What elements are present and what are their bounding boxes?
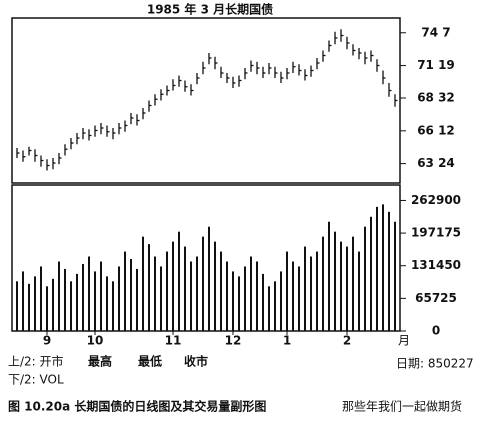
x-tick-label: 1	[283, 334, 291, 348]
volume-bar	[394, 221, 396, 331]
volume-bar	[208, 226, 210, 331]
chart-title: 1985 年 3 月长期国债	[147, 2, 273, 17]
volume-bar	[214, 241, 216, 331]
date-label: 日期: 850227	[396, 357, 474, 371]
caption: 图 10.20a 长期国债的日线图及其交易量副形图	[8, 399, 266, 414]
volume-bar	[334, 231, 336, 331]
volume-bar	[322, 236, 324, 331]
volume-bar	[346, 246, 348, 331]
volume-frame	[11, 184, 401, 332]
y-tick-label: 131450	[411, 258, 461, 272]
x-tick-label: 11	[165, 334, 182, 348]
volume-bar	[286, 251, 288, 331]
volume-bar	[250, 256, 252, 331]
volume-bar	[58, 261, 60, 331]
volume-bar	[112, 281, 114, 331]
legend-top: 上/2: 开市	[8, 354, 64, 369]
volume-bar	[232, 271, 234, 331]
volume-bar	[64, 268, 66, 331]
legend-low: 最低	[138, 354, 162, 369]
volume-bar	[256, 261, 258, 331]
volume-bar	[184, 246, 186, 331]
volume-bar	[142, 236, 144, 331]
x-tick-label: 2	[343, 334, 351, 348]
y-tick-label: 65725	[415, 291, 457, 305]
volume-bar	[130, 258, 132, 331]
volume-bar	[382, 204, 384, 331]
volume-bar	[268, 286, 270, 331]
x-unit: 月	[398, 334, 410, 348]
volume-bar	[172, 241, 174, 331]
volume-bar	[226, 261, 228, 331]
volume-bar	[178, 231, 180, 331]
volume-bar	[160, 266, 162, 331]
volume-bar	[82, 263, 84, 331]
volume-bar	[364, 226, 366, 331]
volume-bar	[274, 281, 276, 331]
volume-bar	[166, 251, 168, 331]
volume-bar	[244, 266, 246, 331]
y-tick-label: 197175	[411, 226, 461, 240]
volume-bar	[88, 256, 90, 331]
volume-bar	[76, 273, 78, 331]
volume-bar	[388, 211, 390, 331]
x-tick-label: 9	[43, 334, 51, 348]
price-frame	[11, 17, 401, 184]
y-tick-label: 66 12	[417, 123, 455, 137]
legend-close: 收市	[184, 354, 208, 369]
legend-bottom: 下/2: VOL	[8, 373, 64, 387]
volume-bar	[298, 266, 300, 331]
y-tick-label: 0	[432, 324, 440, 338]
volume-bar	[136, 268, 138, 331]
volume-bar	[94, 271, 96, 331]
volume-bar	[46, 286, 48, 331]
volume-bar	[328, 221, 330, 331]
volume-bar	[196, 256, 198, 331]
volume-bar	[118, 266, 120, 331]
y-tick-label: 74 7	[421, 25, 450, 39]
volume-bar	[202, 236, 204, 331]
y-tick-label: 63 24	[417, 156, 455, 170]
volume-bar	[262, 273, 264, 331]
volume-bar	[340, 241, 342, 331]
legend-high: 最高	[88, 354, 112, 369]
watermark: 那些年我们一起做期货	[342, 399, 462, 414]
volume-bar	[376, 206, 378, 331]
volume-bar	[190, 261, 192, 331]
volume-bar	[124, 251, 126, 331]
volume-bar	[100, 261, 102, 331]
volume-bar	[22, 271, 24, 331]
volume-bar	[70, 281, 72, 331]
volume-bar	[316, 251, 318, 331]
x-tick-label: 12	[225, 334, 242, 348]
volume-bar	[52, 278, 54, 331]
y-tick-label: 68 32	[417, 91, 455, 105]
y-tick-label: 71 19	[417, 58, 455, 72]
volume-bar	[34, 276, 36, 331]
x-tick-label: 10	[87, 334, 104, 348]
volume-bar	[352, 236, 354, 331]
volume-bar	[292, 261, 294, 331]
volume-bar	[40, 266, 42, 331]
y-tick-label: 262900	[411, 193, 461, 207]
volume-bar	[28, 283, 30, 331]
volume-bar	[106, 276, 108, 331]
volume-bar	[280, 271, 282, 331]
volume-bar	[370, 216, 372, 331]
volume-bar	[238, 276, 240, 331]
volume-bar	[220, 251, 222, 331]
volume-bar	[304, 246, 306, 331]
volume-bar	[16, 281, 18, 331]
volume-bar	[148, 244, 150, 331]
volume-bar	[154, 256, 156, 331]
volume-bar	[358, 251, 360, 331]
volume-bar	[310, 256, 312, 331]
